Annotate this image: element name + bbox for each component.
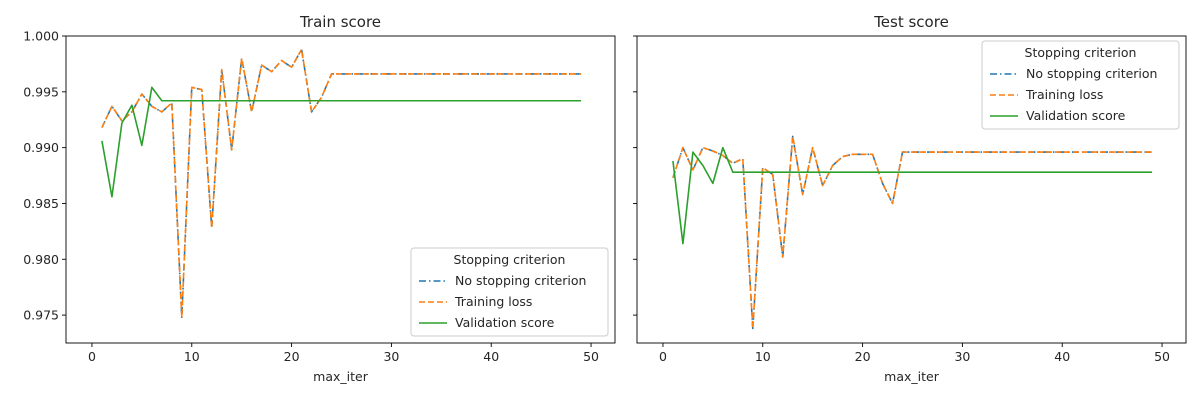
series-line-validation-score bbox=[101, 86, 582, 198]
y-tick-label: 1.000 bbox=[23, 29, 59, 44]
series-line-training-loss bbox=[672, 135, 1153, 330]
legend-box bbox=[981, 40, 1180, 130]
y-tick-label: 0.985 bbox=[23, 196, 59, 211]
series-line-no-stopping-criterion bbox=[672, 135, 1153, 330]
y-tick-label: 0.995 bbox=[23, 84, 59, 99]
x-axis-label: max_iter bbox=[884, 369, 940, 384]
x-tick-label: 40 bbox=[1054, 349, 1070, 364]
legend-entry: No stopping criterion bbox=[455, 273, 586, 288]
x-tick-label: 0 bbox=[88, 349, 96, 364]
test-score-panel: Test score 0 10 20 30 40 50 max_iter Stopping cr… bbox=[633, 13, 1187, 384]
x-axis-label: max_iter bbox=[313, 369, 369, 384]
legend-title: Stopping criterion bbox=[454, 252, 566, 267]
y-tick-label: 0.975 bbox=[23, 308, 59, 323]
legend-entry: No stopping criterion bbox=[1026, 66, 1157, 81]
legend-entry: Training loss bbox=[454, 294, 532, 309]
legend-entry: Validation score bbox=[1026, 108, 1126, 123]
x-tick-label: 0 bbox=[659, 349, 667, 364]
axes-frame bbox=[65, 35, 616, 344]
x-tick-label: 10 bbox=[755, 349, 771, 364]
series-line-validation-score bbox=[672, 146, 1153, 245]
x-tick-label: 30 bbox=[954, 349, 970, 364]
panel-title: Test score bbox=[873, 13, 949, 31]
x-tick-label: 20 bbox=[855, 349, 871, 364]
legend-box bbox=[410, 247, 609, 337]
legend-entry: Training loss bbox=[1025, 87, 1103, 102]
x-tick-label: 30 bbox=[383, 349, 399, 364]
series-line-training-loss bbox=[101, 48, 582, 319]
x-tick-label: 50 bbox=[1154, 349, 1170, 364]
legend: Stopping criterion No stopping criterion T… bbox=[410, 247, 609, 337]
y-tick-label: 0.990 bbox=[23, 140, 59, 155]
legend-entry: Validation score bbox=[455, 315, 555, 330]
panel-title: Train score bbox=[299, 13, 381, 31]
x-tick-label: 20 bbox=[284, 349, 300, 364]
x-tick-label: 40 bbox=[483, 349, 499, 364]
x-tick-label: 10 bbox=[184, 349, 200, 364]
y-tick-label: 0.980 bbox=[23, 252, 59, 267]
axes-frame bbox=[636, 35, 1187, 344]
legend-title: Stopping criterion bbox=[1025, 45, 1137, 60]
train-score-panel: Train score 0 10 20 30 40 50 max_iter 0.975 0.980… bbox=[23, 13, 616, 384]
legend: Stopping criterion No stopping criterion T… bbox=[981, 40, 1180, 130]
x-tick-label: 50 bbox=[583, 349, 599, 364]
